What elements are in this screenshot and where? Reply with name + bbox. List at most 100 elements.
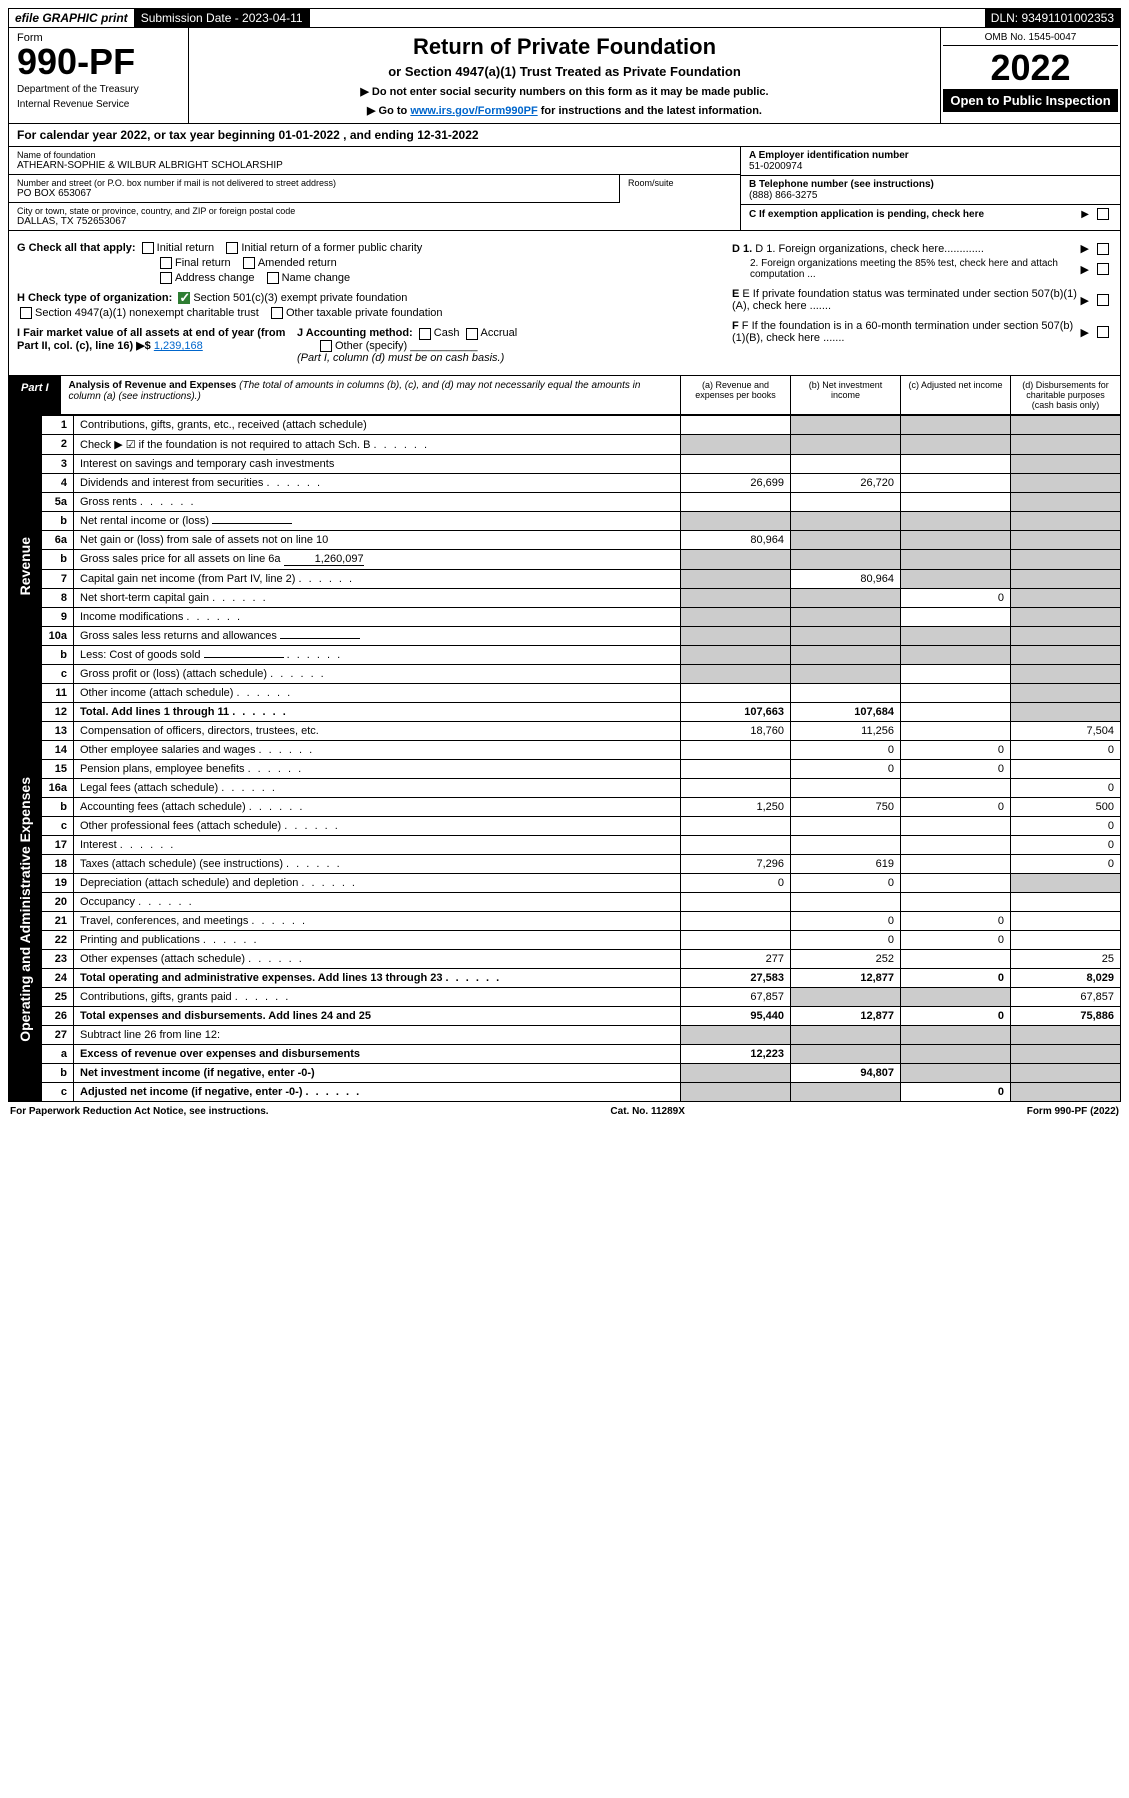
col-c-value	[901, 854, 1011, 873]
col-a-value	[681, 683, 791, 702]
line-description: Other income (attach schedule) . . . . .…	[74, 683, 681, 702]
exemption-checkbox[interactable]	[1097, 208, 1109, 220]
col-b-value	[791, 1082, 901, 1101]
col-d-value	[1011, 569, 1121, 588]
line-number: 8	[42, 588, 74, 607]
col-d-value: 7,504	[1011, 721, 1121, 740]
expenses-label: Operating and Administrative Expenses	[9, 721, 42, 1101]
terminated-checkbox[interactable]	[1097, 294, 1109, 306]
table-row: aExcess of revenue over expenses and dis…	[9, 1044, 1121, 1063]
address-change-checkbox[interactable]	[160, 272, 172, 284]
other-method-checkbox[interactable]	[320, 340, 332, 352]
col-b-value	[791, 816, 901, 835]
col-c-value	[901, 778, 1011, 797]
line-number: c	[42, 664, 74, 683]
col-a-value	[681, 930, 791, 949]
line-number: 4	[42, 473, 74, 492]
col-b-value: 750	[791, 797, 901, 816]
60month-checkbox[interactable]	[1097, 326, 1109, 338]
col-c-value	[901, 892, 1011, 911]
table-row: 6aNet gain or (loss) from sale of assets…	[9, 530, 1121, 549]
omb-number: OMB No. 1545-0047	[943, 30, 1118, 46]
foundation-name: ATHEARN-SOPHIE & WILBUR ALBRIGHT SCHOLAR…	[17, 160, 732, 171]
line-description: Contributions, gifts, grants paid . . . …	[74, 987, 681, 1006]
entity-info: Name of foundation ATHEARN-SOPHIE & WILB…	[8, 147, 1121, 231]
4947-checkbox[interactable]	[20, 307, 32, 319]
col-b-value	[791, 645, 901, 664]
line-description: Legal fees (attach schedule) . . . . . .	[74, 778, 681, 797]
col-d-value	[1011, 1063, 1121, 1082]
check-section: G Check all that apply: Initial return I…	[8, 231, 1121, 376]
accrual-checkbox[interactable]	[466, 328, 478, 340]
col-b-value: 0	[791, 930, 901, 949]
line-number: 15	[42, 759, 74, 778]
irs-link[interactable]: www.irs.gov/Form990PF	[410, 105, 537, 117]
table-row: 15Pension plans, employee benefits . . .…	[9, 759, 1121, 778]
table-row: bGross sales price for all assets on lin…	[9, 549, 1121, 569]
col-d-value	[1011, 415, 1121, 434]
col-a-value	[681, 511, 791, 530]
table-row: 7Capital gain net income (from Part IV, …	[9, 569, 1121, 588]
ssn-warning: ▶ Do not enter social security numbers o…	[195, 85, 934, 98]
cash-checkbox[interactable]	[419, 328, 431, 340]
line-number: 9	[42, 607, 74, 626]
line-number: 19	[42, 873, 74, 892]
name-change-checkbox[interactable]	[267, 272, 279, 284]
col-a-value	[681, 549, 791, 569]
col-d-value	[1011, 702, 1121, 721]
col-a-value	[681, 1063, 791, 1082]
col-d-value: 0	[1011, 740, 1121, 759]
other-taxable-checkbox[interactable]	[271, 307, 283, 319]
initial-return-checkbox[interactable]	[142, 242, 154, 254]
line-description: Adjusted net income (if negative, enter …	[74, 1082, 681, 1101]
table-row: 5aGross rents . . . . . .	[9, 492, 1121, 511]
col-b-value: 619	[791, 854, 901, 873]
cat-no: Cat. No. 11289X	[610, 1106, 684, 1117]
initial-former-checkbox[interactable]	[226, 242, 238, 254]
col-a-value	[681, 607, 791, 626]
line-number: b	[42, 549, 74, 569]
foreign-org-checkbox[interactable]	[1097, 243, 1109, 255]
line-description: Total expenses and disbursements. Add li…	[74, 1006, 681, 1025]
line-number: b	[42, 511, 74, 530]
d1-row: D 1. D 1. Foreign organizations, check h…	[732, 242, 1112, 255]
phone: (888) 866-3275	[749, 190, 1112, 201]
line-number: 20	[42, 892, 74, 911]
col-a-value	[681, 415, 791, 434]
amended-return-checkbox[interactable]	[243, 257, 255, 269]
line-number: 27	[42, 1025, 74, 1044]
dept-treasury: Department of the Treasury	[17, 84, 180, 95]
fmv-link[interactable]: 1,239,168	[154, 340, 203, 352]
submission-date: Submission Date - 2023-04-11	[135, 9, 310, 27]
col-c-value	[901, 664, 1011, 683]
efile-print-button[interactable]: efile GRAPHIC print	[9, 9, 135, 27]
line-description: Gross profit or (loss) (attach schedule)…	[74, 664, 681, 683]
line-number: 11	[42, 683, 74, 702]
line-number: 21	[42, 911, 74, 930]
line-description: Other professional fees (attach schedule…	[74, 816, 681, 835]
line-number: 3	[42, 454, 74, 473]
line-number: 22	[42, 930, 74, 949]
col-c-value: 0	[901, 759, 1011, 778]
j-row: J Accounting method: Cash Accrual Other …	[297, 327, 732, 363]
501c3-checkbox[interactable]	[178, 292, 190, 304]
calendar-year-row: For calendar year 2022, or tax year begi…	[8, 124, 1121, 147]
col-c-value	[901, 492, 1011, 511]
col-b-value	[791, 664, 901, 683]
col-b-value: 0	[791, 759, 901, 778]
col-d-header: (d) Disbursements for charitable purpose…	[1010, 376, 1120, 414]
table-row: 2Check ▶ ☑ if the foundation is not requ…	[9, 434, 1121, 454]
col-c-value	[901, 702, 1011, 721]
line-number: 16a	[42, 778, 74, 797]
year-block: OMB No. 1545-0047 2022 Open to Public In…	[940, 28, 1120, 123]
final-return-checkbox[interactable]	[160, 257, 172, 269]
foreign-85-checkbox[interactable]	[1097, 263, 1109, 275]
table-row: bAccounting fees (attach schedule) . . .…	[9, 797, 1121, 816]
table-row: cOther professional fees (attach schedul…	[9, 816, 1121, 835]
table-row: 18Taxes (attach schedule) (see instructi…	[9, 854, 1121, 873]
col-b-value	[791, 626, 901, 645]
col-a-value	[681, 434, 791, 454]
col-d-value	[1011, 549, 1121, 569]
col-b-value: 11,256	[791, 721, 901, 740]
col-d-value: 0	[1011, 816, 1121, 835]
